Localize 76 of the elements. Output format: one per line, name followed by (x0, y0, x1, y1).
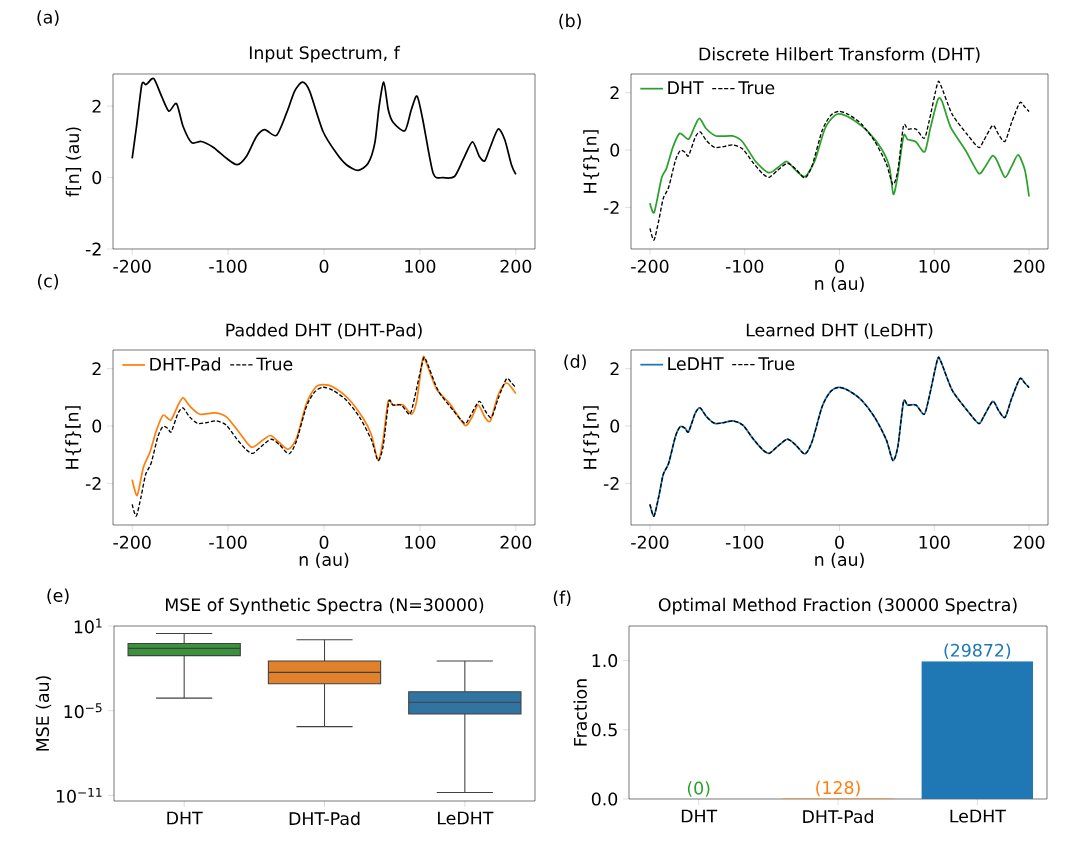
x-tick-label: -200 (113, 535, 151, 549)
x-tick-label: -100 (725, 259, 764, 273)
x-tick-label: DHT-Pad (289, 811, 360, 826)
x-tick-label: LeDHT (438, 811, 494, 825)
chart-title: Padded DHT (DHT-Pad) (226, 323, 422, 339)
y-tick-label: 10$^{−5}$ (64, 703, 102, 719)
x-tick-label: LeDHT (950, 809, 1006, 823)
y-tick-label: 0.5 (591, 723, 617, 737)
legend-label: True (738, 81, 775, 95)
y-tick-label: 10$^{−11}$ (56, 787, 102, 803)
y-axis-title: H{f}[n] (65, 406, 82, 469)
x-axis-title: n (au) (299, 552, 349, 569)
y-axis-title: f[n] (au) (65, 127, 82, 197)
text: (d) (564, 354, 586, 370)
x-tick-label: 0 (319, 535, 329, 549)
text: (e) (47, 588, 69, 604)
legend-label: True (758, 357, 795, 371)
x-tick-label: 0 (835, 259, 844, 273)
x-axis-title: n (au) (815, 276, 864, 293)
x-tick-label: 100 (405, 535, 436, 549)
x-tick-label: 0 (835, 535, 844, 549)
chart-title: Optimal Method Fraction (30000 Spectra) (658, 597, 1017, 615)
x-tick-label: DHT (167, 811, 203, 825)
y-tick-label: 0 (610, 419, 620, 433)
x-tick-label: -100 (725, 535, 764, 549)
x-tick-label: -200 (631, 535, 669, 549)
annotation: (128) (816, 780, 860, 797)
legend-label: DHT (668, 81, 704, 94)
text: (b) (559, 13, 581, 30)
y-tick-label: 0 (92, 419, 102, 433)
y-tick-label: 2 (610, 362, 619, 376)
annotation: (29872) (944, 643, 1011, 659)
text: (a) (37, 10, 59, 26)
y-tick-label: -2 (85, 476, 101, 490)
x-tick-label: -100 (209, 259, 247, 273)
legend-label: LeDHT (668, 357, 724, 371)
y-tick-label: -2 (603, 200, 619, 214)
y-axis-title: Fraction (573, 679, 587, 746)
x-tick-label: -200 (113, 259, 151, 273)
legend-label: DHT-Pad (150, 357, 221, 371)
x-tick-label: -200 (631, 259, 669, 273)
y-tick-label: 2 (92, 362, 101, 376)
y-tick-label: 0 (92, 171, 102, 185)
y-axis-title: MSE (au) (35, 676, 52, 751)
x-tick-label: 100 (405, 259, 436, 273)
x-tick-label: DHT (681, 809, 718, 823)
chart-title: Input Spectrum, f (249, 45, 401, 63)
x-axis-title: n (au) (815, 552, 864, 569)
legend-label: True (256, 357, 293, 371)
x-tick-label: 200 (1013, 535, 1045, 549)
x-tick-label: 100 (919, 259, 950, 273)
x-tick-label: 0 (319, 259, 329, 273)
y-tick-label: 2 (92, 99, 101, 113)
annotation: (0) (687, 781, 710, 797)
y-axis-title: H{f}[n] (583, 406, 600, 469)
y-tick-label: 1.0 (592, 654, 618, 668)
y-tick-label: 0.0 (591, 792, 618, 806)
chart-title: Discrete Hilbert Transform (DHT) (699, 47, 980, 63)
y-axis-title: H{f}[n] (583, 130, 600, 193)
x-tick-label: -100 (209, 535, 247, 549)
y-tick-label: 0 (610, 143, 620, 157)
text: (c) (37, 274, 59, 290)
y-tick-label: -2 (603, 476, 619, 490)
line-series (131, 77, 517, 179)
x-tick-label: 200 (500, 535, 532, 549)
x-tick-label: 200 (500, 259, 532, 273)
y-tick-label: 2 (610, 86, 619, 100)
x-tick-label: 200 (1013, 259, 1045, 273)
y-tick-label: -2 (85, 242, 101, 256)
x-tick-label: 100 (919, 535, 950, 549)
x-tick-label: DHT-Pad (803, 809, 873, 824)
text: (f) (553, 590, 571, 607)
chart-title: MSE of Synthetic Spectra (N=30000) (166, 597, 484, 615)
chart-title: Learned DHT (LeDHT) (746, 323, 933, 339)
y-tick-label: 10$^{1}$ (74, 618, 102, 634)
line-series (649, 98, 1030, 214)
